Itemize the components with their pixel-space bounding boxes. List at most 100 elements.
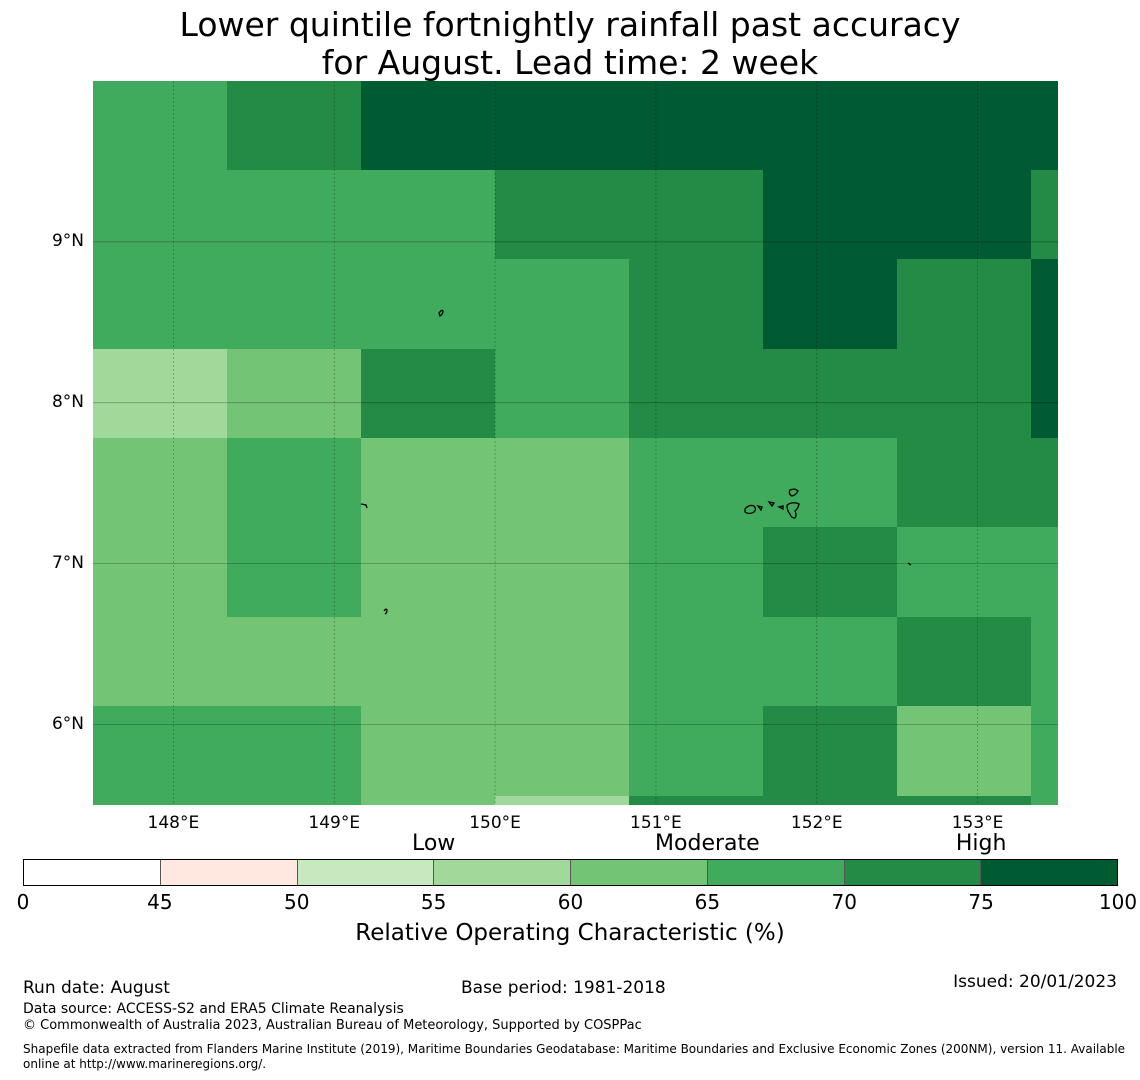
grid-cell bbox=[361, 527, 496, 618]
grid-cell bbox=[763, 438, 898, 528]
grid-cell bbox=[361, 81, 496, 171]
colorbar-tick-label: 70 bbox=[831, 890, 857, 914]
shapefile-credit: Shapefile data extracted from Flanders M… bbox=[23, 1042, 1126, 1071]
grid-cell bbox=[495, 706, 630, 797]
grid-cell bbox=[93, 349, 228, 439]
grid-cell bbox=[629, 796, 764, 805]
grid-cell bbox=[897, 170, 1032, 260]
colorbar-tick-label: 45 bbox=[147, 890, 173, 914]
grid-cell bbox=[629, 617, 764, 707]
grid-cell bbox=[629, 349, 764, 439]
island-outline bbox=[767, 501, 776, 508]
grid-cell bbox=[93, 617, 228, 707]
grid-cell bbox=[227, 706, 362, 797]
grid-cell bbox=[361, 349, 496, 439]
island-outline bbox=[438, 309, 444, 318]
colorbar-segment bbox=[571, 860, 708, 885]
grid-cell bbox=[1031, 796, 1058, 805]
grid-cell bbox=[93, 706, 228, 797]
issued-date: Issued: 20/01/2023 bbox=[953, 972, 1117, 992]
x-tick-label: 152°E bbox=[790, 813, 843, 833]
colorbar-tick-label: 65 bbox=[694, 890, 721, 914]
colorbar-tick-label: 75 bbox=[968, 890, 994, 914]
grid-cell bbox=[495, 617, 630, 707]
colorbar-segment bbox=[160, 860, 298, 885]
grid-cell bbox=[93, 170, 228, 260]
grid-cell bbox=[897, 438, 1032, 528]
grid-cell bbox=[897, 617, 1032, 707]
grid-cell bbox=[763, 349, 898, 439]
colorbar-segment bbox=[297, 860, 435, 885]
grid-cell bbox=[227, 617, 362, 707]
x-tick-label: 151°E bbox=[630, 813, 682, 833]
grid-cell bbox=[227, 349, 362, 439]
colorbar-segment bbox=[434, 860, 571, 885]
x-tick-label: 149°E bbox=[308, 813, 361, 833]
grid-cell bbox=[495, 259, 630, 350]
x-tick-label: 148°E bbox=[147, 813, 200, 833]
grid-cell bbox=[629, 706, 764, 797]
island-outline bbox=[756, 504, 763, 512]
chart-title: Lower quintile fortnightly rainfall past… bbox=[0, 6, 1140, 82]
grid-cell bbox=[897, 81, 1032, 171]
grid-cell bbox=[1031, 706, 1058, 797]
grid-cell bbox=[897, 349, 1032, 439]
colorbar-tick-label: 60 bbox=[557, 890, 584, 914]
grid-cell bbox=[361, 170, 496, 260]
grid-cell bbox=[495, 438, 630, 528]
grid-cell bbox=[1031, 527, 1058, 618]
grid-cell bbox=[93, 438, 228, 528]
grid-cell bbox=[629, 259, 764, 350]
grid-cell bbox=[629, 170, 764, 260]
grid-cell bbox=[629, 527, 764, 618]
grid-cell bbox=[361, 796, 496, 805]
grid-cell bbox=[1031, 259, 1058, 350]
grid-cell bbox=[495, 170, 630, 260]
colorbar-segment bbox=[981, 860, 1117, 885]
colorbar-segment bbox=[707, 860, 845, 885]
base-period: Base period: 1981-2018 bbox=[461, 978, 666, 998]
grid-cell bbox=[227, 170, 362, 260]
grid-cell bbox=[897, 259, 1032, 350]
category-label-moderate: Moderate bbox=[655, 831, 760, 856]
colorbar-label: Relative Operating Characteristic (%) bbox=[355, 920, 785, 946]
data-source: Data source: ACCESS-S2 and ERA5 Climate … bbox=[23, 1001, 404, 1017]
grid-cell bbox=[763, 259, 898, 350]
grid-cell bbox=[495, 349, 630, 439]
grid-cell bbox=[495, 527, 630, 618]
grid-cell bbox=[495, 796, 630, 805]
category-label-low: Low bbox=[411, 831, 456, 856]
grid-cell bbox=[1031, 81, 1058, 171]
colorbar-tick-label: 55 bbox=[420, 890, 447, 914]
island-outline bbox=[777, 505, 784, 511]
grid-cell bbox=[763, 527, 898, 618]
colorbar-tick-label: 50 bbox=[284, 890, 310, 914]
copyright-notice: © Commonwealth of Australia 2023, Austra… bbox=[23, 1018, 642, 1033]
grid-cell bbox=[1031, 438, 1058, 528]
grid-cell bbox=[897, 527, 1032, 618]
grid-cell bbox=[361, 617, 496, 707]
colorbar-tick-label: 0 bbox=[16, 890, 30, 914]
grid-cell bbox=[93, 259, 228, 350]
grid-cell bbox=[227, 438, 362, 528]
grid-cell bbox=[495, 81, 630, 171]
island-outline bbox=[383, 608, 388, 615]
island-outline bbox=[744, 504, 757, 515]
grid-cell bbox=[897, 796, 1032, 805]
grid-cell bbox=[897, 706, 1032, 797]
grid-cell bbox=[361, 706, 496, 797]
title-line-1: Lower quintile fortnightly rainfall past… bbox=[179, 5, 961, 44]
y-tick-label: 6°N bbox=[51, 713, 84, 734]
y-tick-label: 7°N bbox=[51, 552, 84, 573]
colorbar-tick-label: 100 bbox=[1098, 890, 1138, 914]
grid-cell bbox=[93, 796, 228, 805]
grid-cell bbox=[227, 796, 362, 805]
colorbar-segment bbox=[24, 860, 161, 885]
island-outline bbox=[360, 503, 368, 509]
category-label-high: High bbox=[955, 831, 1007, 856]
grid-cell bbox=[227, 81, 362, 171]
grid-cell bbox=[361, 259, 496, 350]
y-tick-label: 9°N bbox=[51, 230, 84, 251]
x-tick-label: 150°E bbox=[469, 813, 521, 833]
island-outline bbox=[786, 502, 800, 519]
